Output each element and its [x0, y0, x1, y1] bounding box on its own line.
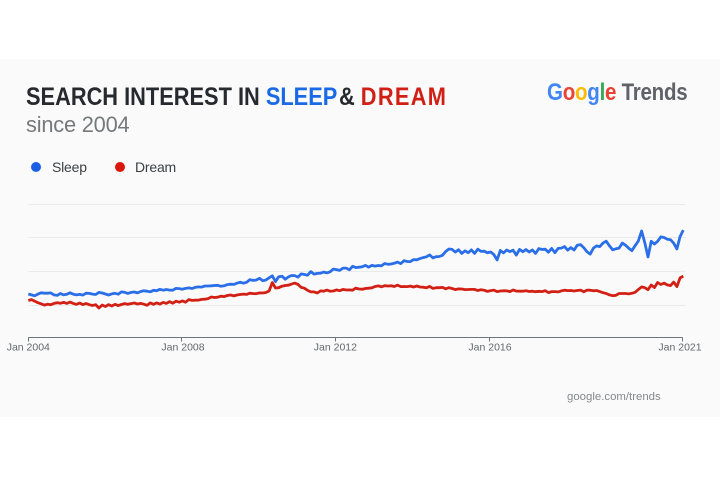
- svg-text:Jan 2016: Jan 2016: [468, 342, 511, 354]
- svg-text:Jan 2008: Jan 2008: [161, 342, 204, 354]
- svg-text:Jan 2004: Jan 2004: [7, 342, 50, 354]
- svg-text:Jan 2012: Jan 2012: [314, 342, 357, 354]
- svg-text:Jan 2021: Jan 2021: [658, 342, 701, 354]
